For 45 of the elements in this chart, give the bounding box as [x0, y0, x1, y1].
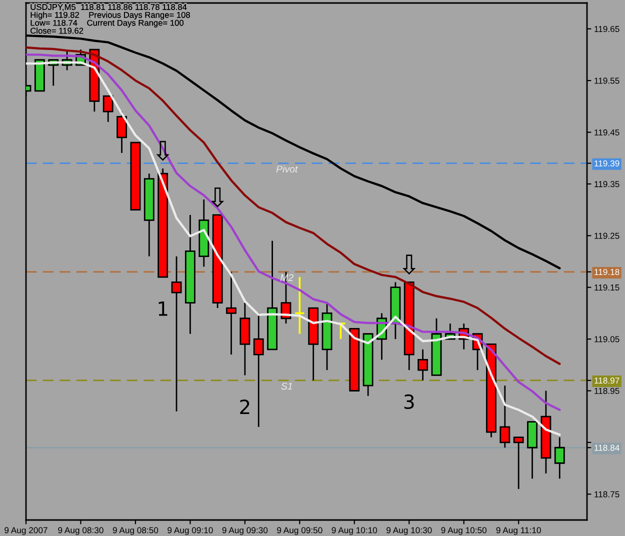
annotation: 3 [404, 394, 414, 410]
x-tick-label: 9 Aug 10:50 [441, 527, 487, 535]
y-tick-label: 118.97 [594, 378, 620, 384]
y-tick-label: 119.15 [594, 284, 620, 291]
y-tick-label: 118.75 [594, 491, 620, 498]
candlestick [226, 271, 236, 356]
y-tick-label: 119.35 [594, 181, 620, 188]
candlestick [335, 322, 346, 340]
candlestick [102, 95, 114, 123]
annotation: 1 [158, 302, 168, 316]
chart-title: USDJPY,M5 118.81 118.86 118.78 118.84 [30, 4, 187, 11]
y-tick-label: 119.05 [594, 336, 620, 342]
x-tick-label: 9 Aug 10:30 [386, 527, 432, 535]
candlestick [171, 256, 182, 412]
candlestick [418, 348, 428, 382]
x-tick-label: 9 Aug 09:30 [222, 527, 268, 535]
candlestick [500, 384, 510, 448]
x-tick-label: 9 Aug 08:30 [58, 527, 104, 535]
x-tick-label: 9 Aug 09:50 [277, 527, 322, 535]
annotation: ⇩ [402, 254, 416, 275]
ref-line-label: S1 [281, 382, 292, 390]
y-tick-label: 119.39 [594, 160, 620, 166]
annotation: Low= 118.74 Current Days Range= 100 [30, 20, 184, 28]
candlestick [116, 110, 127, 154]
y-tick-label: 118.84 [594, 444, 620, 451]
annotation: Close= 119.62 [30, 28, 84, 34]
candlestick [294, 276, 306, 335]
x-tick-label: 9 Aug 08:50 [112, 527, 158, 535]
ref-line-label: Pivot [276, 165, 298, 172]
x-tick-label: 9 Aug 10:10 [332, 527, 378, 535]
y-tick-label: 119.65 [594, 26, 620, 32]
candlestick [513, 436, 524, 490]
y-tick-label: 119.25 [594, 232, 620, 239]
y-tick-label: 118.95 [594, 388, 620, 394]
annotation: 2 [240, 400, 250, 414]
y-tick-label: 119.55 [594, 78, 620, 84]
x-tick-label: 9 Aug 2007 [4, 527, 48, 535]
annotation: High= 119.82 Previous Days Range= 108 [30, 12, 190, 20]
x-tick-label: 9 Aug 09:10 [168, 527, 213, 535]
y-tick-label: 119.45 [594, 129, 620, 136]
annotation: ⇩ [211, 187, 224, 208]
y-tick-label: 119.18 [594, 268, 620, 276]
x-tick-label: 9 Aug 11:10 [496, 527, 541, 535]
candlestick [253, 312, 264, 428]
candlestick [554, 436, 565, 480]
